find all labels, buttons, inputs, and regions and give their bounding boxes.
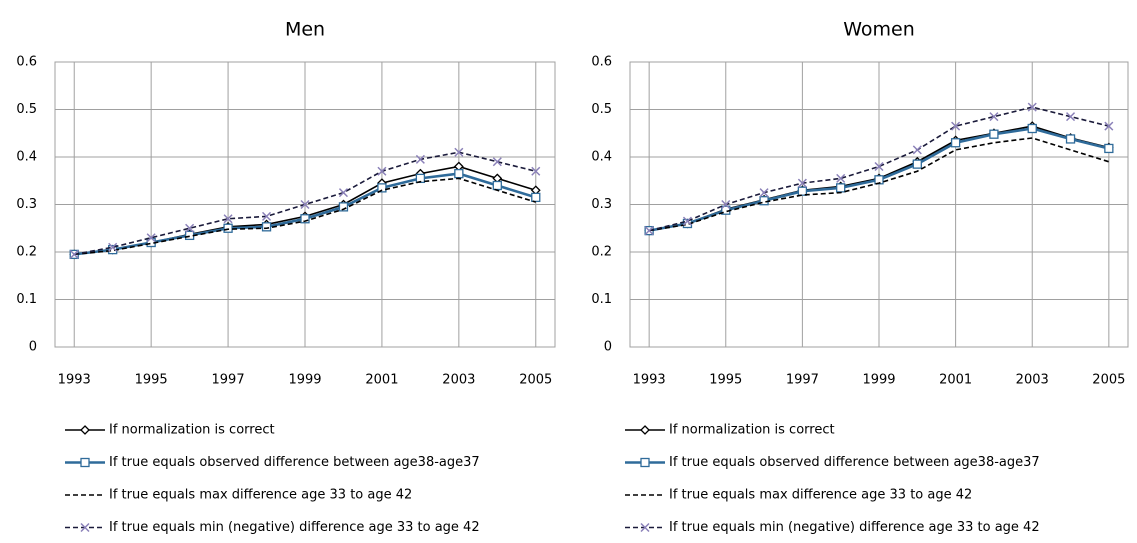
x-tick-label: 2005 bbox=[1092, 373, 1125, 388]
plot-border bbox=[629, 61, 1129, 348]
marker bbox=[377, 183, 387, 193]
x-tick-label: 2001 bbox=[939, 373, 972, 388]
marker bbox=[797, 186, 808, 196]
marker bbox=[80, 425, 90, 435]
marker bbox=[377, 166, 387, 176]
marker bbox=[80, 522, 90, 533]
marker bbox=[912, 159, 922, 169]
legend-label: If true equals max difference age 33 to … bbox=[109, 488, 412, 503]
marker bbox=[912, 145, 922, 155]
x-tick-label: 1993 bbox=[633, 373, 666, 388]
y-tick-label: 0.6 bbox=[16, 55, 37, 70]
marker bbox=[721, 199, 731, 210]
marker bbox=[80, 457, 90, 468]
marker bbox=[454, 168, 464, 179]
marker bbox=[874, 161, 884, 172]
y-tick-label: 0.1 bbox=[591, 292, 612, 307]
chart-title: Women bbox=[843, 19, 915, 41]
legend-label: If true equals observed difference betwe… bbox=[109, 455, 480, 470]
y-tick-label: 0 bbox=[29, 340, 37, 355]
marker bbox=[1066, 112, 1076, 122]
x-tick-label: 1997 bbox=[786, 373, 819, 388]
y-tick-label: 0.3 bbox=[591, 197, 612, 212]
marker bbox=[531, 192, 541, 203]
marker bbox=[531, 166, 541, 176]
marker bbox=[69, 249, 79, 259]
series-line bbox=[649, 137, 1110, 232]
x-tick-label: 1995 bbox=[709, 373, 742, 388]
x-tick-label: 1999 bbox=[862, 373, 895, 388]
marker bbox=[338, 188, 348, 198]
marker bbox=[146, 233, 156, 243]
legend-label: If true equals min (negative) difference… bbox=[109, 520, 480, 535]
marker bbox=[223, 214, 233, 224]
marker bbox=[262, 211, 272, 221]
chart-panel: Men 0 0.1 0.2 0.3 0.4 0.5 0.6 1993 1995 1997 1999 20… bbox=[16, 19, 556, 535]
y-tick-label: 0.3 bbox=[16, 197, 37, 212]
marker bbox=[108, 242, 118, 252]
marker bbox=[1027, 123, 1037, 134]
marker bbox=[836, 173, 846, 183]
y-tick-label: 0.2 bbox=[591, 245, 612, 260]
legend-label: If true equals observed difference betwe… bbox=[669, 455, 1040, 470]
series-line bbox=[74, 177, 537, 256]
plot-border bbox=[54, 61, 556, 348]
marker bbox=[261, 222, 272, 232]
marker bbox=[1027, 102, 1037, 112]
marker bbox=[989, 129, 999, 139]
marker bbox=[1065, 134, 1076, 144]
y-tick-label: 0 bbox=[604, 340, 612, 355]
marker bbox=[492, 180, 502, 191]
y-tick-label: 0.5 bbox=[591, 102, 612, 117]
y-tick-label: 0.4 bbox=[591, 150, 612, 165]
marker bbox=[184, 230, 195, 241]
legend-label: If true equals min (negative) difference… bbox=[669, 520, 1040, 535]
chart-panel: Women 0 0.1 0.2 0.3 0.4 0.5 0.6 1993 1995 1997 1999… bbox=[591, 19, 1129, 535]
x-tick-label: 2003 bbox=[1016, 373, 1049, 388]
marker bbox=[1104, 143, 1114, 154]
marker bbox=[836, 183, 846, 193]
y-tick-label: 0.6 bbox=[591, 55, 612, 70]
marker bbox=[185, 223, 195, 233]
marker bbox=[454, 147, 464, 157]
marker bbox=[682, 216, 692, 226]
legend-label: If normalization is correct bbox=[109, 423, 275, 438]
x-tick-label: 2001 bbox=[365, 373, 398, 388]
y-tick-label: 0.1 bbox=[16, 292, 37, 307]
x-tick-label: 1993 bbox=[58, 373, 91, 388]
x-tick-label: 1997 bbox=[212, 373, 245, 388]
y-tick-label: 0.2 bbox=[16, 245, 37, 260]
x-tick-label: 2003 bbox=[442, 373, 475, 388]
marker bbox=[492, 157, 502, 167]
marker bbox=[950, 138, 961, 148]
y-tick-label: 0.4 bbox=[16, 150, 37, 165]
y-tick-label: 0.5 bbox=[16, 102, 37, 117]
marker bbox=[640, 425, 650, 435]
marker bbox=[300, 214, 310, 224]
marker bbox=[415, 154, 425, 164]
marker bbox=[300, 199, 310, 210]
marker bbox=[644, 226, 654, 236]
x-tick-label: 2005 bbox=[519, 373, 552, 388]
marker bbox=[640, 522, 650, 533]
chart-title: Men bbox=[285, 19, 325, 41]
marker bbox=[989, 112, 999, 122]
marker bbox=[951, 121, 961, 131]
marker bbox=[338, 202, 349, 212]
x-tick-label: 1999 bbox=[288, 373, 321, 388]
marker bbox=[640, 457, 650, 468]
marker bbox=[223, 223, 233, 233]
marker bbox=[759, 188, 769, 198]
legend-label: If true equals max difference age 33 to … bbox=[669, 488, 972, 503]
marker bbox=[1104, 121, 1114, 131]
marker bbox=[797, 178, 807, 188]
legend-label: If normalization is correct bbox=[669, 423, 835, 438]
x-tick-label: 1995 bbox=[135, 373, 168, 388]
